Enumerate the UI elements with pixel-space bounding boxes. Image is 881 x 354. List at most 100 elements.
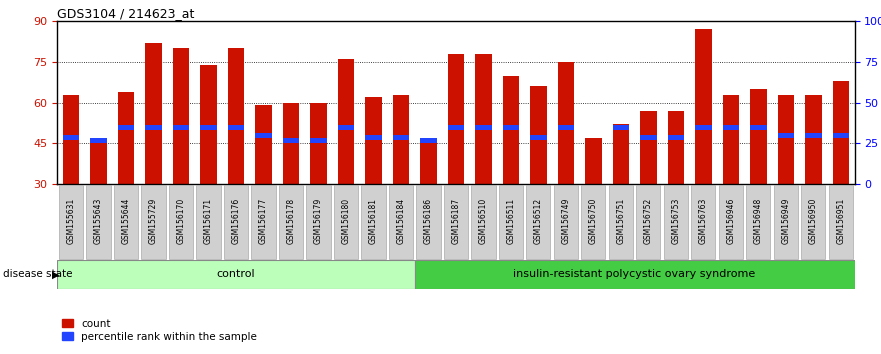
Text: GSM156184: GSM156184 bbox=[396, 198, 405, 244]
Bar bbox=[283, 103, 300, 184]
Bar bbox=[503, 75, 519, 184]
FancyBboxPatch shape bbox=[415, 260, 855, 289]
Bar bbox=[63, 95, 79, 184]
Text: GSM156948: GSM156948 bbox=[754, 198, 763, 244]
FancyBboxPatch shape bbox=[279, 185, 303, 259]
Text: GSM156186: GSM156186 bbox=[424, 198, 433, 244]
Text: GSM155644: GSM155644 bbox=[122, 198, 130, 244]
FancyBboxPatch shape bbox=[307, 185, 330, 259]
Bar bbox=[420, 138, 437, 184]
FancyBboxPatch shape bbox=[499, 185, 523, 259]
Bar bbox=[612, 124, 629, 184]
FancyBboxPatch shape bbox=[334, 185, 358, 259]
FancyBboxPatch shape bbox=[114, 185, 138, 259]
Text: GSM155643: GSM155643 bbox=[94, 198, 103, 244]
Bar bbox=[118, 92, 134, 184]
Text: GSM156170: GSM156170 bbox=[176, 198, 186, 244]
Bar bbox=[173, 125, 189, 130]
FancyBboxPatch shape bbox=[169, 185, 193, 259]
Text: GSM156751: GSM156751 bbox=[617, 198, 626, 244]
FancyBboxPatch shape bbox=[361, 185, 386, 259]
Text: GSM156181: GSM156181 bbox=[369, 198, 378, 244]
Bar bbox=[530, 136, 546, 141]
Bar bbox=[558, 125, 574, 130]
Text: GSM156752: GSM156752 bbox=[644, 198, 653, 244]
Bar bbox=[366, 97, 381, 184]
FancyBboxPatch shape bbox=[774, 185, 798, 259]
Bar bbox=[420, 138, 437, 143]
Text: ▶: ▶ bbox=[52, 269, 60, 279]
FancyBboxPatch shape bbox=[829, 185, 853, 259]
Bar bbox=[668, 136, 685, 141]
Text: GSM156946: GSM156946 bbox=[726, 198, 736, 244]
Bar bbox=[805, 133, 822, 138]
Bar bbox=[503, 125, 519, 130]
Bar bbox=[255, 133, 271, 138]
Bar bbox=[227, 48, 244, 184]
Bar bbox=[200, 65, 217, 184]
Text: GSM156949: GSM156949 bbox=[781, 198, 790, 244]
Bar bbox=[695, 125, 712, 130]
Bar bbox=[585, 138, 602, 184]
Legend: count, percentile rank within the sample: count, percentile rank within the sample bbox=[63, 319, 257, 342]
FancyBboxPatch shape bbox=[59, 185, 83, 259]
Bar bbox=[778, 95, 794, 184]
Bar bbox=[90, 138, 107, 184]
Text: GSM156763: GSM156763 bbox=[699, 198, 707, 244]
FancyBboxPatch shape bbox=[526, 185, 551, 259]
Bar bbox=[778, 133, 794, 138]
Bar bbox=[118, 125, 134, 130]
Text: GSM155631: GSM155631 bbox=[66, 198, 76, 244]
Text: disease state: disease state bbox=[3, 269, 72, 279]
Text: GSM156510: GSM156510 bbox=[479, 198, 488, 244]
FancyBboxPatch shape bbox=[417, 185, 440, 259]
FancyBboxPatch shape bbox=[746, 185, 771, 259]
Bar bbox=[750, 125, 766, 130]
Text: GSM156179: GSM156179 bbox=[314, 198, 323, 244]
Text: GSM156750: GSM156750 bbox=[589, 198, 598, 244]
FancyBboxPatch shape bbox=[719, 185, 743, 259]
Bar bbox=[612, 125, 629, 130]
Bar bbox=[448, 54, 464, 184]
Text: GSM156950: GSM156950 bbox=[809, 198, 818, 244]
FancyBboxPatch shape bbox=[636, 185, 661, 259]
Bar bbox=[337, 59, 354, 184]
Bar bbox=[722, 95, 739, 184]
FancyBboxPatch shape bbox=[663, 185, 688, 259]
Bar bbox=[668, 111, 685, 184]
Text: GSM156180: GSM156180 bbox=[342, 198, 351, 244]
FancyBboxPatch shape bbox=[389, 185, 413, 259]
FancyBboxPatch shape bbox=[224, 185, 248, 259]
Bar bbox=[805, 95, 822, 184]
Bar bbox=[200, 125, 217, 130]
Text: GSM156187: GSM156187 bbox=[451, 198, 461, 244]
Bar bbox=[90, 138, 107, 143]
Bar bbox=[227, 125, 244, 130]
Text: GSM156753: GSM156753 bbox=[671, 198, 680, 244]
Text: GSM156171: GSM156171 bbox=[204, 198, 213, 244]
Bar bbox=[585, 193, 602, 198]
Bar bbox=[366, 136, 381, 141]
Text: GSM156511: GSM156511 bbox=[507, 198, 515, 244]
Text: GSM155729: GSM155729 bbox=[149, 198, 158, 244]
FancyBboxPatch shape bbox=[141, 185, 166, 259]
Text: GSM156951: GSM156951 bbox=[836, 198, 846, 244]
Text: GSM156178: GSM156178 bbox=[286, 198, 295, 244]
Text: control: control bbox=[217, 269, 255, 279]
Bar bbox=[173, 48, 189, 184]
Bar bbox=[393, 95, 409, 184]
Bar bbox=[448, 125, 464, 130]
Bar bbox=[833, 133, 849, 138]
Bar bbox=[63, 136, 79, 141]
Text: GDS3104 / 214623_at: GDS3104 / 214623_at bbox=[57, 7, 195, 20]
FancyBboxPatch shape bbox=[581, 185, 605, 259]
Bar bbox=[558, 62, 574, 184]
Bar bbox=[475, 54, 492, 184]
Text: GSM156177: GSM156177 bbox=[259, 198, 268, 244]
Bar bbox=[255, 105, 271, 184]
Bar bbox=[337, 125, 354, 130]
FancyBboxPatch shape bbox=[801, 185, 825, 259]
Bar bbox=[722, 125, 739, 130]
Bar bbox=[640, 111, 656, 184]
FancyBboxPatch shape bbox=[471, 185, 495, 259]
